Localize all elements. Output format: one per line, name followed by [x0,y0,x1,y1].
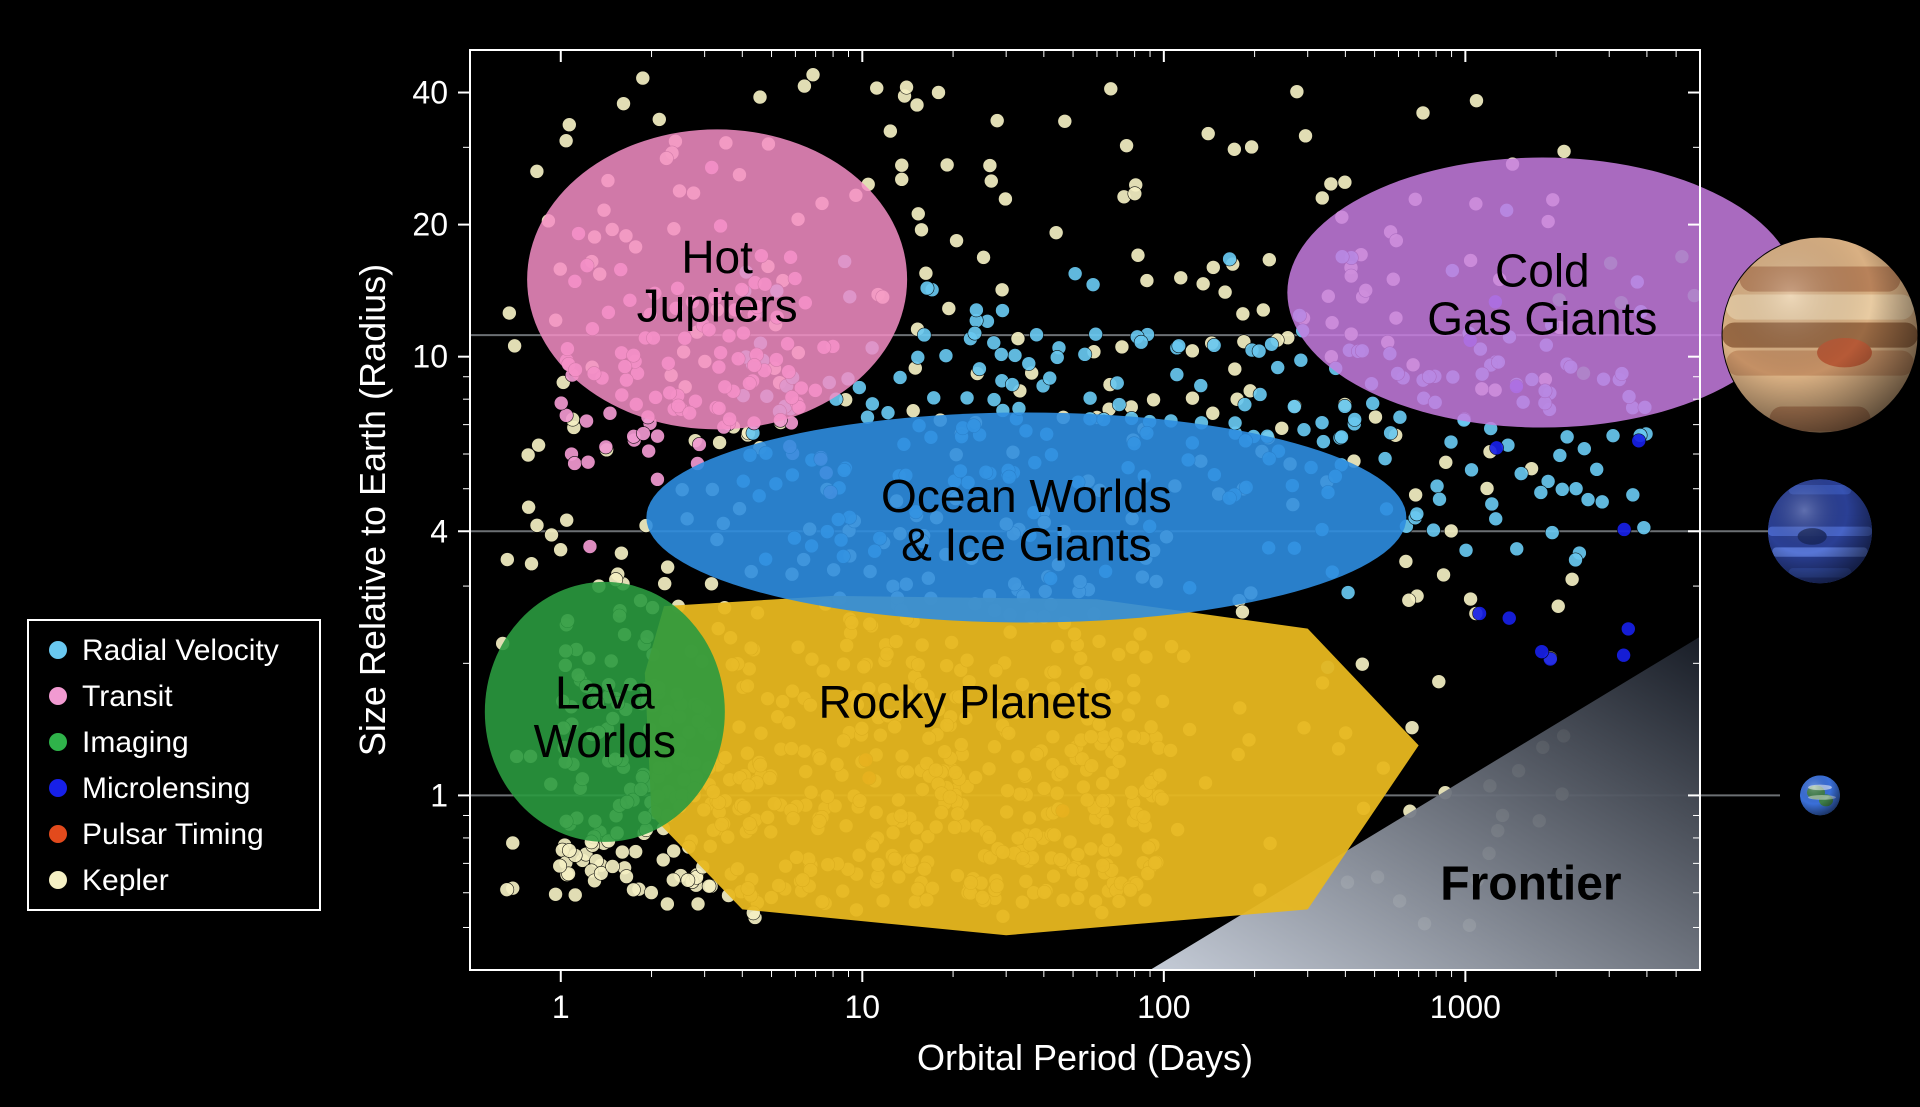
x-tick-label: 1 [552,989,570,1025]
legend-swatch [49,825,67,843]
ocean-ice-label: Ocean Worlds& Ice Giants [881,470,1172,570]
jupiter-icon [1722,237,1918,433]
x-tick-label: 1000 [1430,989,1501,1025]
legend-label: Pulsar Timing [82,818,264,851]
legend-label: Radial Velocity [82,634,279,667]
x-tick-label: 100 [1137,989,1190,1025]
legend-label: Imaging [82,726,189,759]
legend-label: Transit [82,680,173,713]
earth-icon [1800,775,1840,815]
y-tick-label: 20 [412,207,448,243]
legend-label: Microlensing [82,772,250,805]
y-tick-label: 1 [430,777,448,813]
rocky-planets-label: Rocky Planets [819,676,1113,728]
legend-swatch [49,733,67,751]
rocky-planets-region [645,596,1419,935]
legend-swatch [49,687,67,705]
y-axis-label: Size Relative to Earth (Radius) [352,264,393,756]
legend-label: Kepler [82,864,169,897]
y-tick-label: 40 [412,75,448,111]
y-tick-label: 10 [412,339,448,375]
legend-swatch [49,871,67,889]
x-tick-label: 10 [845,989,881,1025]
y-tick-label: 4 [430,513,448,549]
frontier-label: Frontier [1440,857,1621,910]
chart-svg: HotJupitersColdGas GiantsOcean Worlds& I… [0,0,1920,1107]
legend-swatch [49,779,67,797]
x-axis-label: Orbital Period (Days) [917,1037,1253,1078]
legend-swatch [49,641,67,659]
lava-worlds-label: LavaWorlds [534,667,676,767]
